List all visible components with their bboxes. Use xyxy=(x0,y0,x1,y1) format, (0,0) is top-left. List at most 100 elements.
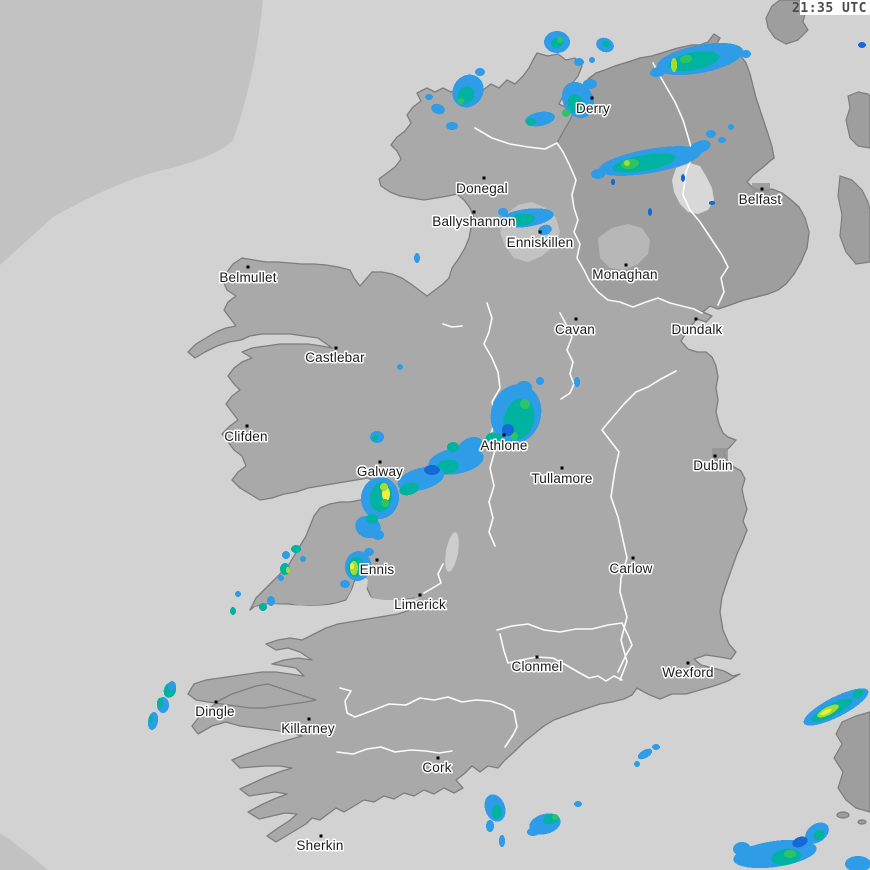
city-label: Dundalk xyxy=(672,322,723,337)
city-dot xyxy=(694,317,698,321)
rain-echo xyxy=(552,814,558,820)
city-dot xyxy=(538,230,542,234)
city-marker-clonmel: Clonmel xyxy=(510,655,564,676)
rain-echo xyxy=(230,607,236,615)
rain-echo xyxy=(858,42,866,48)
rain-echo xyxy=(526,118,536,126)
rain-echo xyxy=(507,213,535,227)
city-marker-belfast: Belfast xyxy=(737,187,783,209)
rain-echo xyxy=(652,744,660,750)
rain-echo xyxy=(372,530,384,540)
rain-echo xyxy=(715,43,737,57)
rain-echo xyxy=(680,54,692,64)
rain-echo xyxy=(583,79,597,89)
city-marker-killarney: Killarney xyxy=(280,717,336,738)
city-label: Belfast xyxy=(739,192,782,207)
lough-derg xyxy=(445,532,459,572)
rain-echo xyxy=(259,603,267,611)
city-label: Wexford xyxy=(662,665,713,680)
city-dot xyxy=(472,210,476,214)
city-dot xyxy=(375,558,379,562)
rain-echo xyxy=(852,689,864,699)
rain-echo xyxy=(457,436,483,456)
rain-echo xyxy=(486,820,494,832)
city-dot xyxy=(624,263,628,267)
rain-echo xyxy=(650,66,666,78)
rain-echo xyxy=(671,58,677,72)
rain-echo xyxy=(602,40,610,48)
city-marker-castlebar: Castlebar xyxy=(304,346,366,367)
rain-echo xyxy=(364,548,374,556)
rain-echo xyxy=(149,715,153,723)
timestamp-overlay: 21:35 UTC xyxy=(792,0,870,16)
rain-echo xyxy=(567,94,585,114)
rain-echo xyxy=(235,591,241,597)
city-dot xyxy=(418,593,422,597)
rain-echo xyxy=(741,50,751,58)
city-label: Limerick xyxy=(394,597,446,612)
city-marker-derry: Derry xyxy=(575,96,611,118)
city-label: Galway xyxy=(357,464,403,479)
rain-echo xyxy=(168,681,176,691)
rain-echo xyxy=(458,98,464,104)
rain-echo xyxy=(397,364,403,370)
rain-echo xyxy=(502,424,514,436)
rain-echo xyxy=(611,179,615,185)
city-marker-galway: Galway xyxy=(355,460,404,481)
rain-echo xyxy=(431,103,445,115)
city-marker-enniskillen: Enniskillen xyxy=(505,230,575,252)
city-dot xyxy=(482,176,486,180)
rain-echo xyxy=(728,124,734,130)
city-marker-limerick: Limerick xyxy=(393,593,447,614)
city-marker-dingle: Dingle xyxy=(194,700,236,721)
great-britain-landmass xyxy=(765,0,870,825)
rain-echo xyxy=(425,94,433,100)
rain-echo xyxy=(733,842,751,856)
rain-echo xyxy=(536,377,544,385)
city-dot xyxy=(560,466,564,470)
rain-echo xyxy=(634,761,640,767)
city-dot xyxy=(713,454,717,458)
rain-echo xyxy=(624,160,630,166)
rain-echo xyxy=(706,130,716,138)
city-dot xyxy=(631,556,635,560)
rain-echo xyxy=(527,828,539,836)
city-label: Killarney xyxy=(281,721,335,736)
city-label: Cavan xyxy=(555,322,595,337)
rain-echo xyxy=(813,829,825,841)
rain-echo xyxy=(784,850,796,858)
city-marker-wexford: Wexford xyxy=(661,661,715,682)
rain-echo xyxy=(574,377,580,387)
city-marker-belmullet: Belmullet xyxy=(218,265,278,287)
city-label: Ballyshannon xyxy=(432,214,515,229)
rain-echo xyxy=(282,551,290,559)
city-marker-monaghan: Monaghan xyxy=(591,263,659,284)
city-marker-athlone: Athlone xyxy=(479,433,529,455)
city-dot xyxy=(214,700,218,704)
rain-echo xyxy=(492,805,502,819)
city-dot xyxy=(686,661,690,665)
rain-echo xyxy=(681,174,685,182)
rain-echo xyxy=(372,435,378,441)
city-label: Enniskillen xyxy=(507,235,574,250)
rain-echo xyxy=(291,545,301,553)
dublin-urban-area xyxy=(712,448,728,468)
rain-echo xyxy=(446,122,458,130)
rain-echo xyxy=(300,556,306,562)
city-label: Sherkin xyxy=(296,838,343,853)
rain-echo xyxy=(267,596,275,606)
city-label: Cork xyxy=(422,760,451,775)
rain-echo xyxy=(820,708,832,716)
rain-echo xyxy=(350,563,354,569)
city-marker-dundalk: Dundalk xyxy=(670,317,724,339)
city-marker-clifden: Clifden xyxy=(223,424,269,446)
city-label: Carlow xyxy=(609,561,652,576)
monaghan-patch xyxy=(598,224,650,270)
city-label: Belmullet xyxy=(219,270,276,285)
city-label: Clifden xyxy=(224,429,267,444)
timestamp-text: 21:35 UTC xyxy=(792,1,867,16)
rain-echo xyxy=(516,381,532,393)
rain-echo xyxy=(709,201,715,205)
